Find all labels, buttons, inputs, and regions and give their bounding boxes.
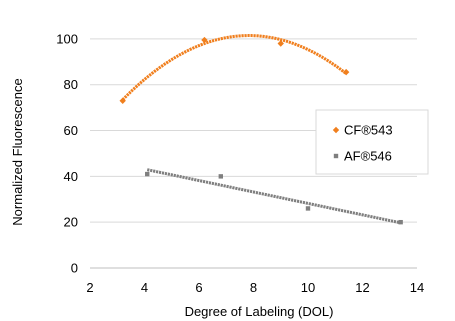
- y-tick-label: 40: [64, 169, 78, 184]
- data-point: [218, 174, 223, 179]
- y-tick-label: 20: [64, 215, 78, 230]
- data-point: [201, 36, 208, 44]
- x-tick-label: 10: [301, 280, 315, 295]
- trendline-1: [146, 168, 401, 225]
- legend-marker: [332, 126, 340, 134]
- y-tick-labels: 0 20 40 60 80 100: [56, 31, 78, 275]
- data-point: [305, 206, 311, 211]
- x-tick-label: 4: [141, 280, 148, 295]
- data-point: [398, 219, 403, 225]
- legend-label: CF®543: [344, 123, 393, 138]
- data-point: [342, 68, 350, 76]
- data-point: [145, 171, 150, 177]
- y-axis-title: Normalized Fluorescence: [10, 78, 25, 225]
- legend-label: AF®546: [344, 149, 392, 164]
- trendlines: [121, 34, 401, 225]
- data-point: [119, 97, 126, 104]
- x-tick-label: 2: [86, 280, 93, 295]
- y-tick-label: 0: [71, 261, 78, 276]
- y-tick-label: 60: [64, 123, 78, 138]
- trendline-0: [121, 34, 348, 101]
- x-tick-label: 12: [355, 280, 369, 295]
- x-axis-title: Degree of Labeling (DOL): [185, 304, 334, 319]
- x-tick-labels: 2 4 6 8 10 12 14: [86, 280, 424, 295]
- legend-box: [315, 109, 429, 175]
- x-tick-label: 14: [410, 280, 424, 295]
- data-point: [277, 40, 284, 47]
- data-points: [119, 36, 403, 225]
- x-tick-label: 8: [250, 280, 257, 295]
- legend-marker: [333, 153, 339, 159]
- x-tick-label: 6: [195, 280, 202, 295]
- grid: [90, 38, 417, 223]
- legend: CF®543 AF®546: [315, 109, 429, 175]
- y-tick-label: 100: [56, 31, 78, 46]
- y-tick-label: 80: [64, 77, 78, 92]
